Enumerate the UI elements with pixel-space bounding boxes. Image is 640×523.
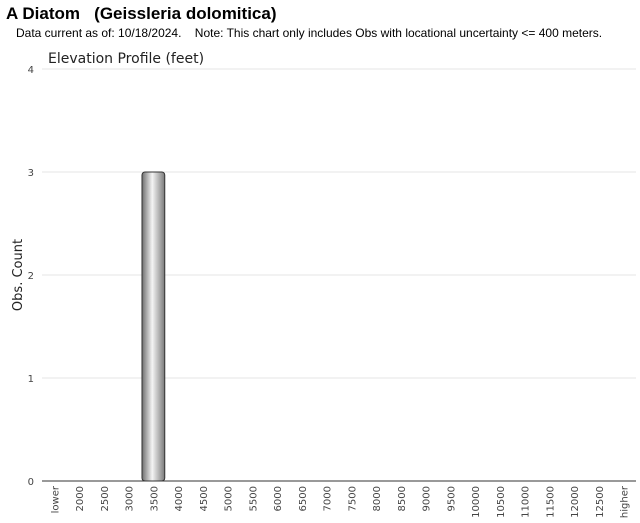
- x-tick-label: 8500: [397, 486, 408, 511]
- data-note: Data current as of: 10/18/2024. Note: Th…: [16, 26, 603, 40]
- page-title: A Diatom (Geissleria dolomitica): [6, 4, 277, 23]
- x-tick-label: 8000: [372, 486, 383, 511]
- x-tick-label: 6500: [298, 486, 309, 511]
- grid-lines: [42, 68, 636, 379]
- chart-title: Elevation Profile (feet): [48, 51, 204, 67]
- x-tick-label: 7500: [347, 486, 358, 511]
- x-tick-label: lower: [50, 485, 61, 513]
- x-tick-label: 4500: [199, 486, 210, 511]
- x-tick-label: 12000: [570, 486, 581, 518]
- x-tick-label: 10000: [471, 486, 482, 518]
- x-tick-label: higher: [620, 485, 631, 518]
- x-tick-label: 9500: [446, 486, 457, 511]
- x-tick-label: 10500: [496, 486, 507, 518]
- y-tick-label: 3: [28, 168, 34, 179]
- x-tick-label: 5500: [248, 486, 259, 511]
- x-tick-labels: lower 2000 2500 3000 3500 4000 4500 5000 5500 600…: [50, 485, 630, 518]
- x-tick-label: 11000: [521, 486, 532, 518]
- x-tick-label: 2000: [75, 486, 86, 511]
- x-tick-label: 9000: [422, 486, 433, 511]
- x-tick-label: 7000: [323, 486, 334, 511]
- y-tick-labels: 0 1 2 3 4: [28, 65, 34, 488]
- x-tick-label: 6000: [273, 486, 284, 511]
- x-tick-label: 5000: [224, 486, 235, 511]
- y-tick-label: 1: [28, 374, 34, 385]
- x-tick-label: 3000: [125, 486, 136, 511]
- bars: [141, 171, 166, 482]
- x-tick-label: 4000: [174, 486, 185, 511]
- y-tick-label: 0: [28, 477, 34, 488]
- bar-3500: [141, 171, 166, 482]
- x-tick-label: 3500: [149, 486, 160, 511]
- x-tick-label: 12500: [595, 486, 606, 518]
- x-tick-label: 11500: [545, 486, 556, 518]
- y-tick-label: 4: [28, 65, 34, 76]
- x-tick-label: 2500: [100, 486, 111, 511]
- y-tick-label: 2: [28, 271, 34, 282]
- y-axis-label: Obs. Count: [11, 239, 26, 311]
